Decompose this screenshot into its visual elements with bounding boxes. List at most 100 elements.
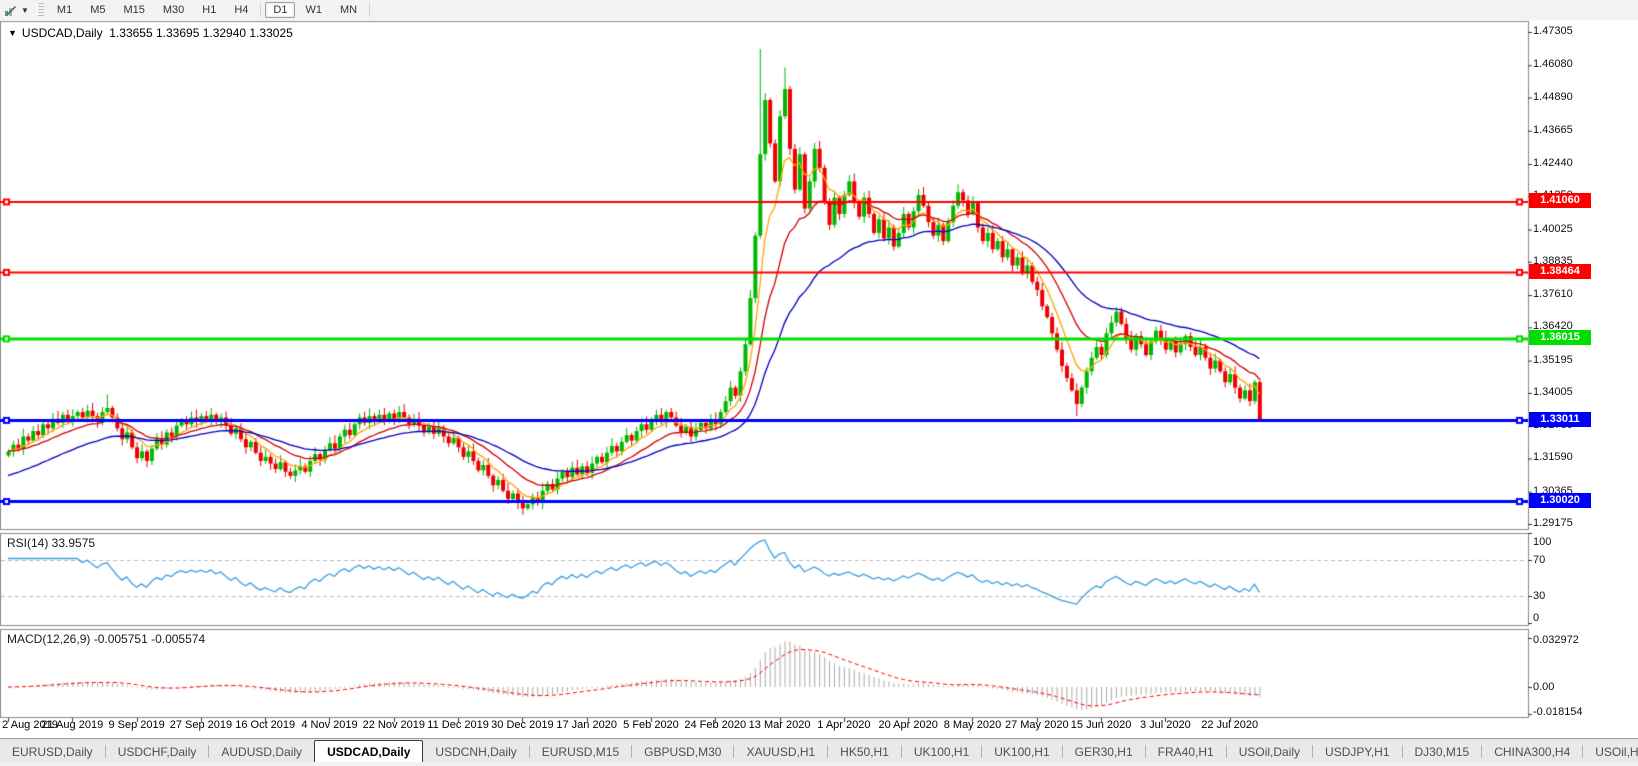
tab-separator [733,745,735,758]
drawing-tool-button[interactable]: ▼ [0,0,33,20]
timeframe-button-H4[interactable]: H4 [234,4,249,16]
chart-tab-DJ30-M15[interactable]: DJ30,M15 [1414,745,1470,759]
timeframe-button-W1[interactable]: W1 [305,4,322,16]
price-line-badge: 1.30020 [1529,493,1591,508]
date-axis-label: 15 Jun 2020 [1070,719,1132,731]
date-axis-label: 30 Dec 2019 [491,719,554,731]
chart-tab-USOil-H4[interactable]: USOil,H4 [1595,745,1638,759]
status-strip [0,762,1638,766]
symbol-dropdown-icon[interactable]: ▼ [8,28,17,38]
date-axis-label: 22 Nov 2019 [362,719,425,731]
date-axis-label: 16 Oct 2019 [235,719,296,731]
price-tick-label: 1.43665 [1533,124,1573,136]
price-line-badge: 1.33011 [1529,412,1591,427]
chevron-down-icon: ▼ [21,5,29,15]
chart-tabs: EURUSD,Daily USDCHF,Daily AUDUSD,Daily USDC… [0,740,1638,763]
date-axis-label: 22 Jul 2020 [1201,719,1259,731]
chart-tab-AUDUSD-Daily[interactable]: AUDUSD,Daily [221,745,303,759]
chart-tab-CHINA300-H4[interactable]: CHINA300,H4 [1494,745,1571,759]
macd-axis-label: -0.018154 [1533,706,1583,718]
date-axis-label: 13 Mar 2020 [748,719,811,731]
date-axis-label: 8 May 2020 [943,719,1002,731]
chart-tab-EURUSD-Daily[interactable]: EURUSD,Daily [12,745,93,759]
timeframe-button-M5[interactable]: M5 [90,4,106,16]
price-tick-label: 1.42440 [1533,157,1573,169]
toolbar-separator [369,3,371,17]
date-axis-label: 11 Dec 2019 [427,719,489,731]
date-axis-label: 24 Feb 2020 [684,719,747,731]
rsi-axis-label: 30 [1533,590,1546,602]
date-axis-label: 27 Sep 2019 [169,719,233,731]
chart-tab-UK100-H1[interactable]: UK100,H1 [994,745,1050,759]
timeframe-button-M30[interactable]: M30 [162,4,185,16]
price-line-badge: 1.36015 [1529,330,1591,345]
price-tick-label: 1.34005 [1533,386,1573,398]
chart-tab-XAUUSD-H1[interactable]: XAUUSD,H1 [746,745,816,759]
chart-tab-UK100-H1[interactable]: UK100,H1 [913,745,970,759]
macd-axis-label: 0.00 [1533,681,1555,693]
price-tick-label: 1.46080 [1533,58,1573,70]
timeframe-button-M15[interactable]: M15 [123,4,145,16]
chart-tab-USDCHF-Daily[interactable]: USDCHF,Daily [117,745,197,759]
date-axis-label: 27 May 2020 [1004,719,1069,731]
tab-separator [208,745,210,758]
toolbar-grip[interactable] [36,3,44,17]
chart-tab-USDCAD-Daily[interactable]: USDCAD,Daily [314,740,424,763]
tab-separator [827,745,829,758]
price-tick-label: 1.29175 [1533,517,1573,529]
timeframe-buttons: M1 M5 M15 M30 H1 H4 D1 W1 MN [48,2,373,18]
chart-tab-GBPUSD-M30[interactable]: GBPUSD,M30 [644,745,722,759]
date-axis-label: 9 Sep 2019 [108,719,165,731]
tab-separator [900,745,902,758]
date-axis-label: 21 Aug 2019 [41,719,104,731]
timeframe-button-H1[interactable]: H1 [202,4,217,16]
date-axis-label: 3 Jul 2020 [1139,719,1191,731]
rsi-axis-label: 100 [1533,536,1552,548]
macd-panel-label: MACD(12,26,9) -0.005751 -0.005574 [7,632,206,646]
date-axis-label: 2 Aug 2019 [2,719,58,731]
tab-separator [528,745,530,758]
price-chart-canvas[interactable] [0,20,1638,736]
price-tick-label: 1.36420 [1533,320,1573,332]
tab-separator [1144,745,1146,758]
timeframe-button-M1[interactable]: M1 [56,4,73,16]
price-tick-label: 1.40025 [1533,223,1573,235]
date-axis-label: 1 Apr 2020 [817,719,871,731]
chart-tab-EURUSD-M15[interactable]: EURUSD,M15 [541,745,620,759]
chart-tab-HK50-H1[interactable]: HK50,H1 [840,745,889,759]
tab-separator [981,745,983,758]
chart-tab-FRA40-H1[interactable]: FRA40,H1 [1157,745,1214,759]
timeframe-button-D1[interactable]: D1 [265,2,296,18]
drawing-tool-icon [5,5,16,16]
timeframe-toolbar: ▼ M1 M5 M15 M30 H1 H4 D1 W1 MN [0,0,1638,21]
chart-tab-bar: EURUSD,Daily USDCHF,Daily AUDUSD,Daily USDC… [0,738,1638,763]
date-axis-label: 17 Jan 2020 [556,719,617,731]
price-tick-label: 1.35195 [1533,354,1573,366]
chart-tab-USOil-Daily[interactable]: USOil,Daily [1238,745,1301,759]
rsi-panel-label: RSI(14) 33.9575 [7,536,96,550]
chart-ohlc-readout: ▼ USDCAD,Daily 1.33655 1.33695 1.32940 1.… [8,26,293,40]
tab-separator [104,745,106,758]
rsi-axis-label: 0 [1533,612,1540,624]
date-axis-label: 5 Feb 2020 [623,719,679,731]
date-axis-label: 20 Apr 2020 [878,719,938,731]
timeframe-button-MN[interactable]: MN [339,4,358,16]
toolbar-separator [260,3,262,17]
tab-separator [1481,745,1483,758]
tab-separator [1582,745,1584,758]
price-tick-label: 1.37610 [1533,288,1573,300]
chart-tab-USDJPY-H1[interactable]: USDJPY,H1 [1325,745,1390,759]
chart-tab-GER30-H1[interactable]: GER30,H1 [1074,745,1133,759]
tab-separator [1401,745,1403,758]
rsi-axis-label: 70 [1533,554,1546,566]
price-tick-label: 1.31590 [1533,451,1573,463]
macd-axis-label: 0.032972 [1533,634,1579,646]
price-tick-label: 1.44890 [1533,91,1573,103]
tab-separator [1061,745,1063,758]
price-tick-label: 1.47305 [1533,25,1573,37]
chart-ohlc-values: 1.33655 1.33695 1.32940 1.33025 [109,26,293,40]
date-axis-label: 4 Nov 2019 [301,719,358,731]
chart-symbol-label: USDCAD,Daily [21,26,103,40]
chart-tab-USDCNH-Daily[interactable]: USDCNH,Daily [435,745,517,759]
